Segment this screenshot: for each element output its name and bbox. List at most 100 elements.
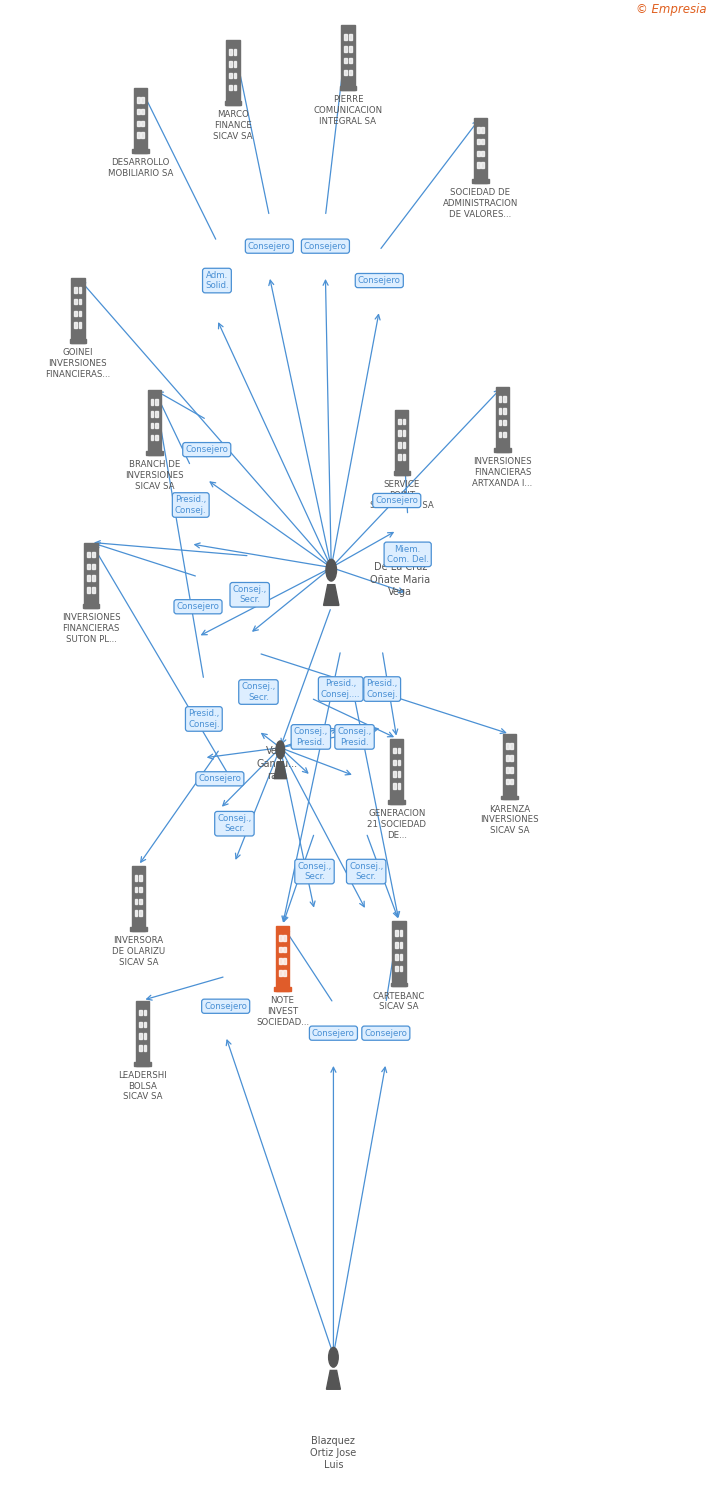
Text: NOTE
INVEST
SOCIEDAD...: NOTE INVEST SOCIEDAD... [256,996,309,1026]
Text: Consejero: Consejero [177,602,219,610]
FancyBboxPatch shape [393,771,396,777]
FancyBboxPatch shape [398,454,401,459]
FancyBboxPatch shape [136,1000,149,1065]
Text: Adm.
Solid.: Adm. Solid. [205,272,229,291]
FancyBboxPatch shape [397,783,400,789]
FancyBboxPatch shape [137,132,140,138]
FancyBboxPatch shape [283,946,286,952]
FancyBboxPatch shape [400,942,403,948]
Text: Consejero: Consejero [304,242,347,250]
Text: LEADERSHI
BOLSA
SICAV SA: LEADERSHI BOLSA SICAV SA [119,1071,167,1101]
Text: GENERACION
21 SOCIEDAD
DE...: GENERACION 21 SOCIEDAD DE... [367,808,427,840]
FancyBboxPatch shape [403,419,405,424]
Text: INVERSORA
DE OLARIZU
SICAV SA: INVERSORA DE OLARIZU SICAV SA [111,936,165,966]
FancyBboxPatch shape [155,423,158,429]
FancyBboxPatch shape [148,390,161,454]
FancyBboxPatch shape [389,800,405,804]
FancyBboxPatch shape [274,987,290,992]
FancyBboxPatch shape [395,954,398,960]
Text: Presid.,
Consej.: Presid., Consej. [366,680,398,699]
Circle shape [326,560,336,580]
Text: Consej.,
Presid.: Consej., Presid. [293,728,328,747]
FancyBboxPatch shape [340,87,356,90]
FancyBboxPatch shape [398,430,401,436]
FancyBboxPatch shape [349,46,352,51]
FancyBboxPatch shape [155,399,158,405]
FancyBboxPatch shape [137,98,140,102]
Polygon shape [326,1371,341,1389]
Circle shape [276,741,285,759]
FancyBboxPatch shape [234,62,237,66]
FancyBboxPatch shape [283,958,286,964]
FancyBboxPatch shape [234,50,237,54]
Text: INVERSIONES
FINANCIERAS
SUTON PL...: INVERSIONES FINANCIERAS SUTON PL... [62,614,120,644]
FancyBboxPatch shape [395,410,408,474]
Text: KARENZA
INVERSIONES
SICAV SA: KARENZA INVERSIONES SICAV SA [480,804,539,836]
FancyBboxPatch shape [279,934,282,940]
FancyBboxPatch shape [229,72,232,78]
FancyBboxPatch shape [344,58,347,63]
FancyBboxPatch shape [92,588,95,592]
FancyBboxPatch shape [135,910,138,916]
FancyBboxPatch shape [74,298,77,304]
FancyBboxPatch shape [229,62,232,66]
FancyBboxPatch shape [70,339,86,344]
FancyBboxPatch shape [139,1010,142,1016]
FancyBboxPatch shape [472,178,488,183]
FancyBboxPatch shape [139,1034,142,1040]
FancyBboxPatch shape [79,298,82,304]
Text: Consejero: Consejero [205,1002,247,1011]
FancyBboxPatch shape [143,1010,146,1016]
FancyBboxPatch shape [506,754,509,760]
Text: Consejero: Consejero [358,276,400,285]
FancyBboxPatch shape [395,966,398,972]
FancyBboxPatch shape [139,1046,142,1050]
Text: CARTEBANC
SICAV SA: CARTEBANC SICAV SA [373,992,425,1011]
FancyBboxPatch shape [155,411,158,417]
FancyBboxPatch shape [151,435,154,441]
FancyBboxPatch shape [225,102,241,105]
FancyBboxPatch shape [496,387,509,452]
FancyBboxPatch shape [477,138,480,144]
FancyBboxPatch shape [391,982,407,987]
FancyBboxPatch shape [390,740,403,804]
Circle shape [328,1347,339,1366]
FancyBboxPatch shape [143,1034,146,1040]
FancyBboxPatch shape [403,454,405,459]
FancyBboxPatch shape [134,88,147,153]
FancyBboxPatch shape [135,874,138,880]
FancyBboxPatch shape [393,783,396,789]
FancyBboxPatch shape [87,576,90,580]
FancyBboxPatch shape [398,442,401,448]
FancyBboxPatch shape [510,744,513,748]
FancyBboxPatch shape [139,898,142,904]
FancyBboxPatch shape [139,886,142,892]
FancyBboxPatch shape [481,128,484,132]
FancyBboxPatch shape [283,934,286,940]
FancyBboxPatch shape [499,432,502,438]
FancyBboxPatch shape [139,1022,142,1028]
FancyBboxPatch shape [510,766,513,772]
FancyBboxPatch shape [499,396,502,402]
Text: Consejero: Consejero [199,774,241,783]
Text: GOINEI
INVERSIONES
FINANCIERAS...: GOINEI INVERSIONES FINANCIERAS... [45,348,111,378]
Polygon shape [323,585,339,606]
Text: Consej.,
Secr.: Consej., Secr. [217,815,252,834]
FancyBboxPatch shape [400,966,403,972]
FancyBboxPatch shape [279,958,282,964]
FancyBboxPatch shape [341,26,355,90]
FancyBboxPatch shape [141,120,144,126]
FancyBboxPatch shape [92,552,95,558]
FancyBboxPatch shape [92,564,95,570]
FancyBboxPatch shape [499,420,502,426]
Text: Miem.
Com. Del.: Miem. Com. Del. [387,544,429,564]
Text: BRANCH DE
INVERSIONES
SICAV SA: BRANCH DE INVERSIONES SICAV SA [125,460,183,490]
Polygon shape [274,762,287,778]
FancyBboxPatch shape [344,46,347,51]
Text: Blazquez
Ortiz Jose
Luis: Blazquez Ortiz Jose Luis [310,1436,357,1470]
FancyBboxPatch shape [87,552,90,558]
FancyBboxPatch shape [135,1062,151,1065]
FancyBboxPatch shape [349,69,352,75]
FancyBboxPatch shape [344,34,347,40]
FancyBboxPatch shape [87,588,90,592]
